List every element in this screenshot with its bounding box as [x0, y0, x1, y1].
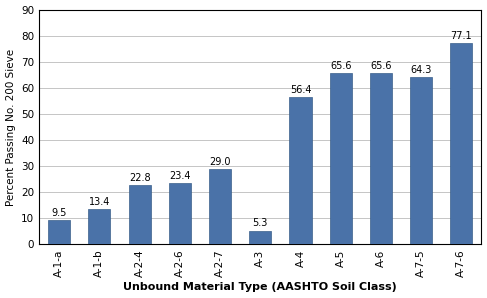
- Bar: [410, 77, 432, 244]
- Bar: [450, 43, 472, 244]
- Text: 22.8: 22.8: [129, 173, 150, 183]
- Bar: [169, 183, 191, 244]
- Bar: [48, 220, 70, 244]
- Bar: [330, 73, 352, 244]
- Bar: [129, 185, 150, 244]
- Text: 65.6: 65.6: [370, 61, 392, 71]
- Text: 65.6: 65.6: [330, 61, 352, 71]
- Text: 77.1: 77.1: [450, 31, 472, 41]
- X-axis label: Unbound Material Type (AASHTO Soil Class): Unbound Material Type (AASHTO Soil Class…: [123, 283, 397, 292]
- Text: 29.0: 29.0: [209, 157, 231, 167]
- Bar: [88, 209, 111, 244]
- Text: 13.4: 13.4: [89, 197, 110, 207]
- Text: 56.4: 56.4: [290, 85, 311, 95]
- Bar: [209, 169, 231, 244]
- Bar: [249, 231, 271, 244]
- Bar: [370, 73, 392, 244]
- Bar: [289, 97, 312, 244]
- Text: 64.3: 64.3: [411, 65, 432, 74]
- Text: 5.3: 5.3: [253, 218, 268, 229]
- Text: 23.4: 23.4: [169, 171, 190, 181]
- Y-axis label: Percent Passing No. 200 Sieve: Percent Passing No. 200 Sieve: [5, 48, 16, 206]
- Text: 9.5: 9.5: [52, 207, 67, 218]
